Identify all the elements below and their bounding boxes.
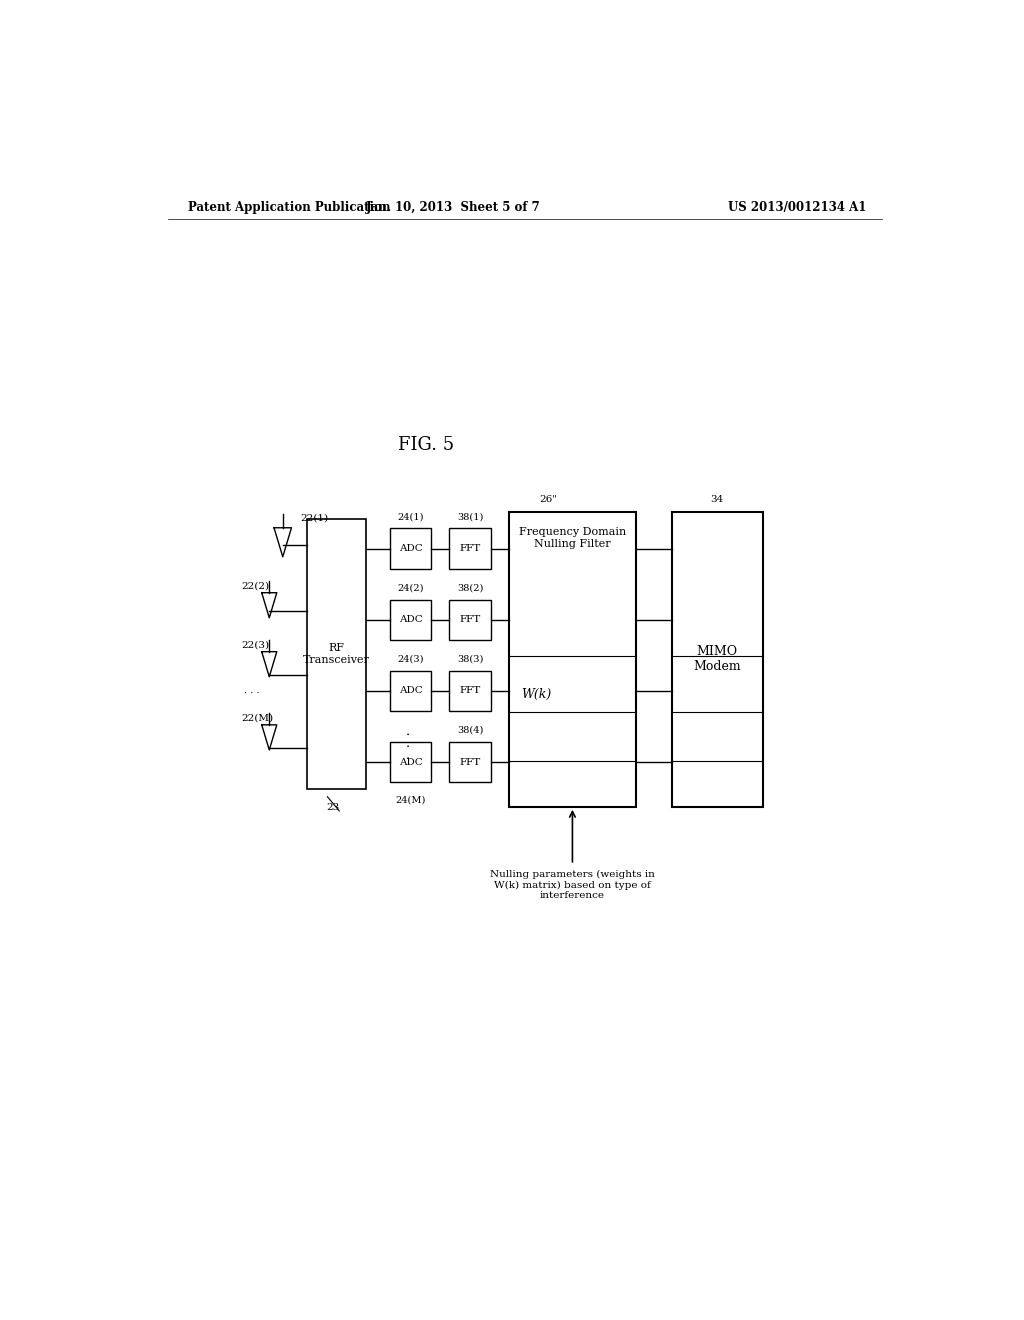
Text: 24(M): 24(M) xyxy=(395,796,426,805)
Text: 22(1): 22(1) xyxy=(300,513,329,523)
Text: 24(2): 24(2) xyxy=(397,583,424,593)
Text: FFT: FFT xyxy=(460,758,480,767)
Text: Jan. 10, 2013  Sheet 5 of 7: Jan. 10, 2013 Sheet 5 of 7 xyxy=(366,201,541,214)
Bar xyxy=(390,742,431,783)
Text: 24(3): 24(3) xyxy=(397,655,424,664)
Bar xyxy=(450,528,490,569)
Text: ADC: ADC xyxy=(398,686,422,696)
Text: MIMO
Modem: MIMO Modem xyxy=(693,645,741,673)
Text: 26": 26" xyxy=(540,495,558,504)
Text: 38(1): 38(1) xyxy=(457,512,483,521)
Bar xyxy=(390,671,431,711)
Text: Frequency Domain
Nulling Filter: Frequency Domain Nulling Filter xyxy=(519,528,626,549)
Text: 22(M): 22(M) xyxy=(242,714,273,723)
Text: 24(1): 24(1) xyxy=(397,512,424,521)
Text: Patent Application Publication: Patent Application Publication xyxy=(187,201,390,214)
Text: FFT: FFT xyxy=(460,544,480,553)
Bar xyxy=(450,742,490,783)
Bar xyxy=(672,512,763,807)
Bar xyxy=(450,671,490,711)
Text: ·  ·  ·: · · · xyxy=(404,731,417,759)
Text: ADC: ADC xyxy=(398,758,422,767)
Text: 23: 23 xyxy=(326,803,339,812)
Bar xyxy=(306,519,367,788)
Text: W(k): W(k) xyxy=(521,688,551,701)
Text: FFT: FFT xyxy=(460,686,480,696)
Text: 22(2): 22(2) xyxy=(242,582,269,590)
Bar xyxy=(390,528,431,569)
Text: 34: 34 xyxy=(711,495,724,504)
Bar xyxy=(450,599,490,640)
Text: 22(3): 22(3) xyxy=(242,640,269,649)
Text: 38(2): 38(2) xyxy=(457,583,483,593)
Bar xyxy=(509,512,636,807)
Text: RF
Transceiver: RF Transceiver xyxy=(303,643,370,665)
Text: FFT: FFT xyxy=(460,615,480,624)
Bar xyxy=(390,599,431,640)
Text: Nulling parameters (weights in
W(k) matrix) based on type of
interference: Nulling parameters (weights in W(k) matr… xyxy=(489,870,655,900)
Text: US 2013/0012134 A1: US 2013/0012134 A1 xyxy=(728,201,866,214)
Text: · · ·: · · · xyxy=(244,689,260,698)
Text: FIG. 5: FIG. 5 xyxy=(397,436,454,454)
Text: ADC: ADC xyxy=(398,544,422,553)
Text: 38(4): 38(4) xyxy=(457,726,483,735)
Text: 38(3): 38(3) xyxy=(457,655,483,664)
Text: ADC: ADC xyxy=(398,615,422,624)
